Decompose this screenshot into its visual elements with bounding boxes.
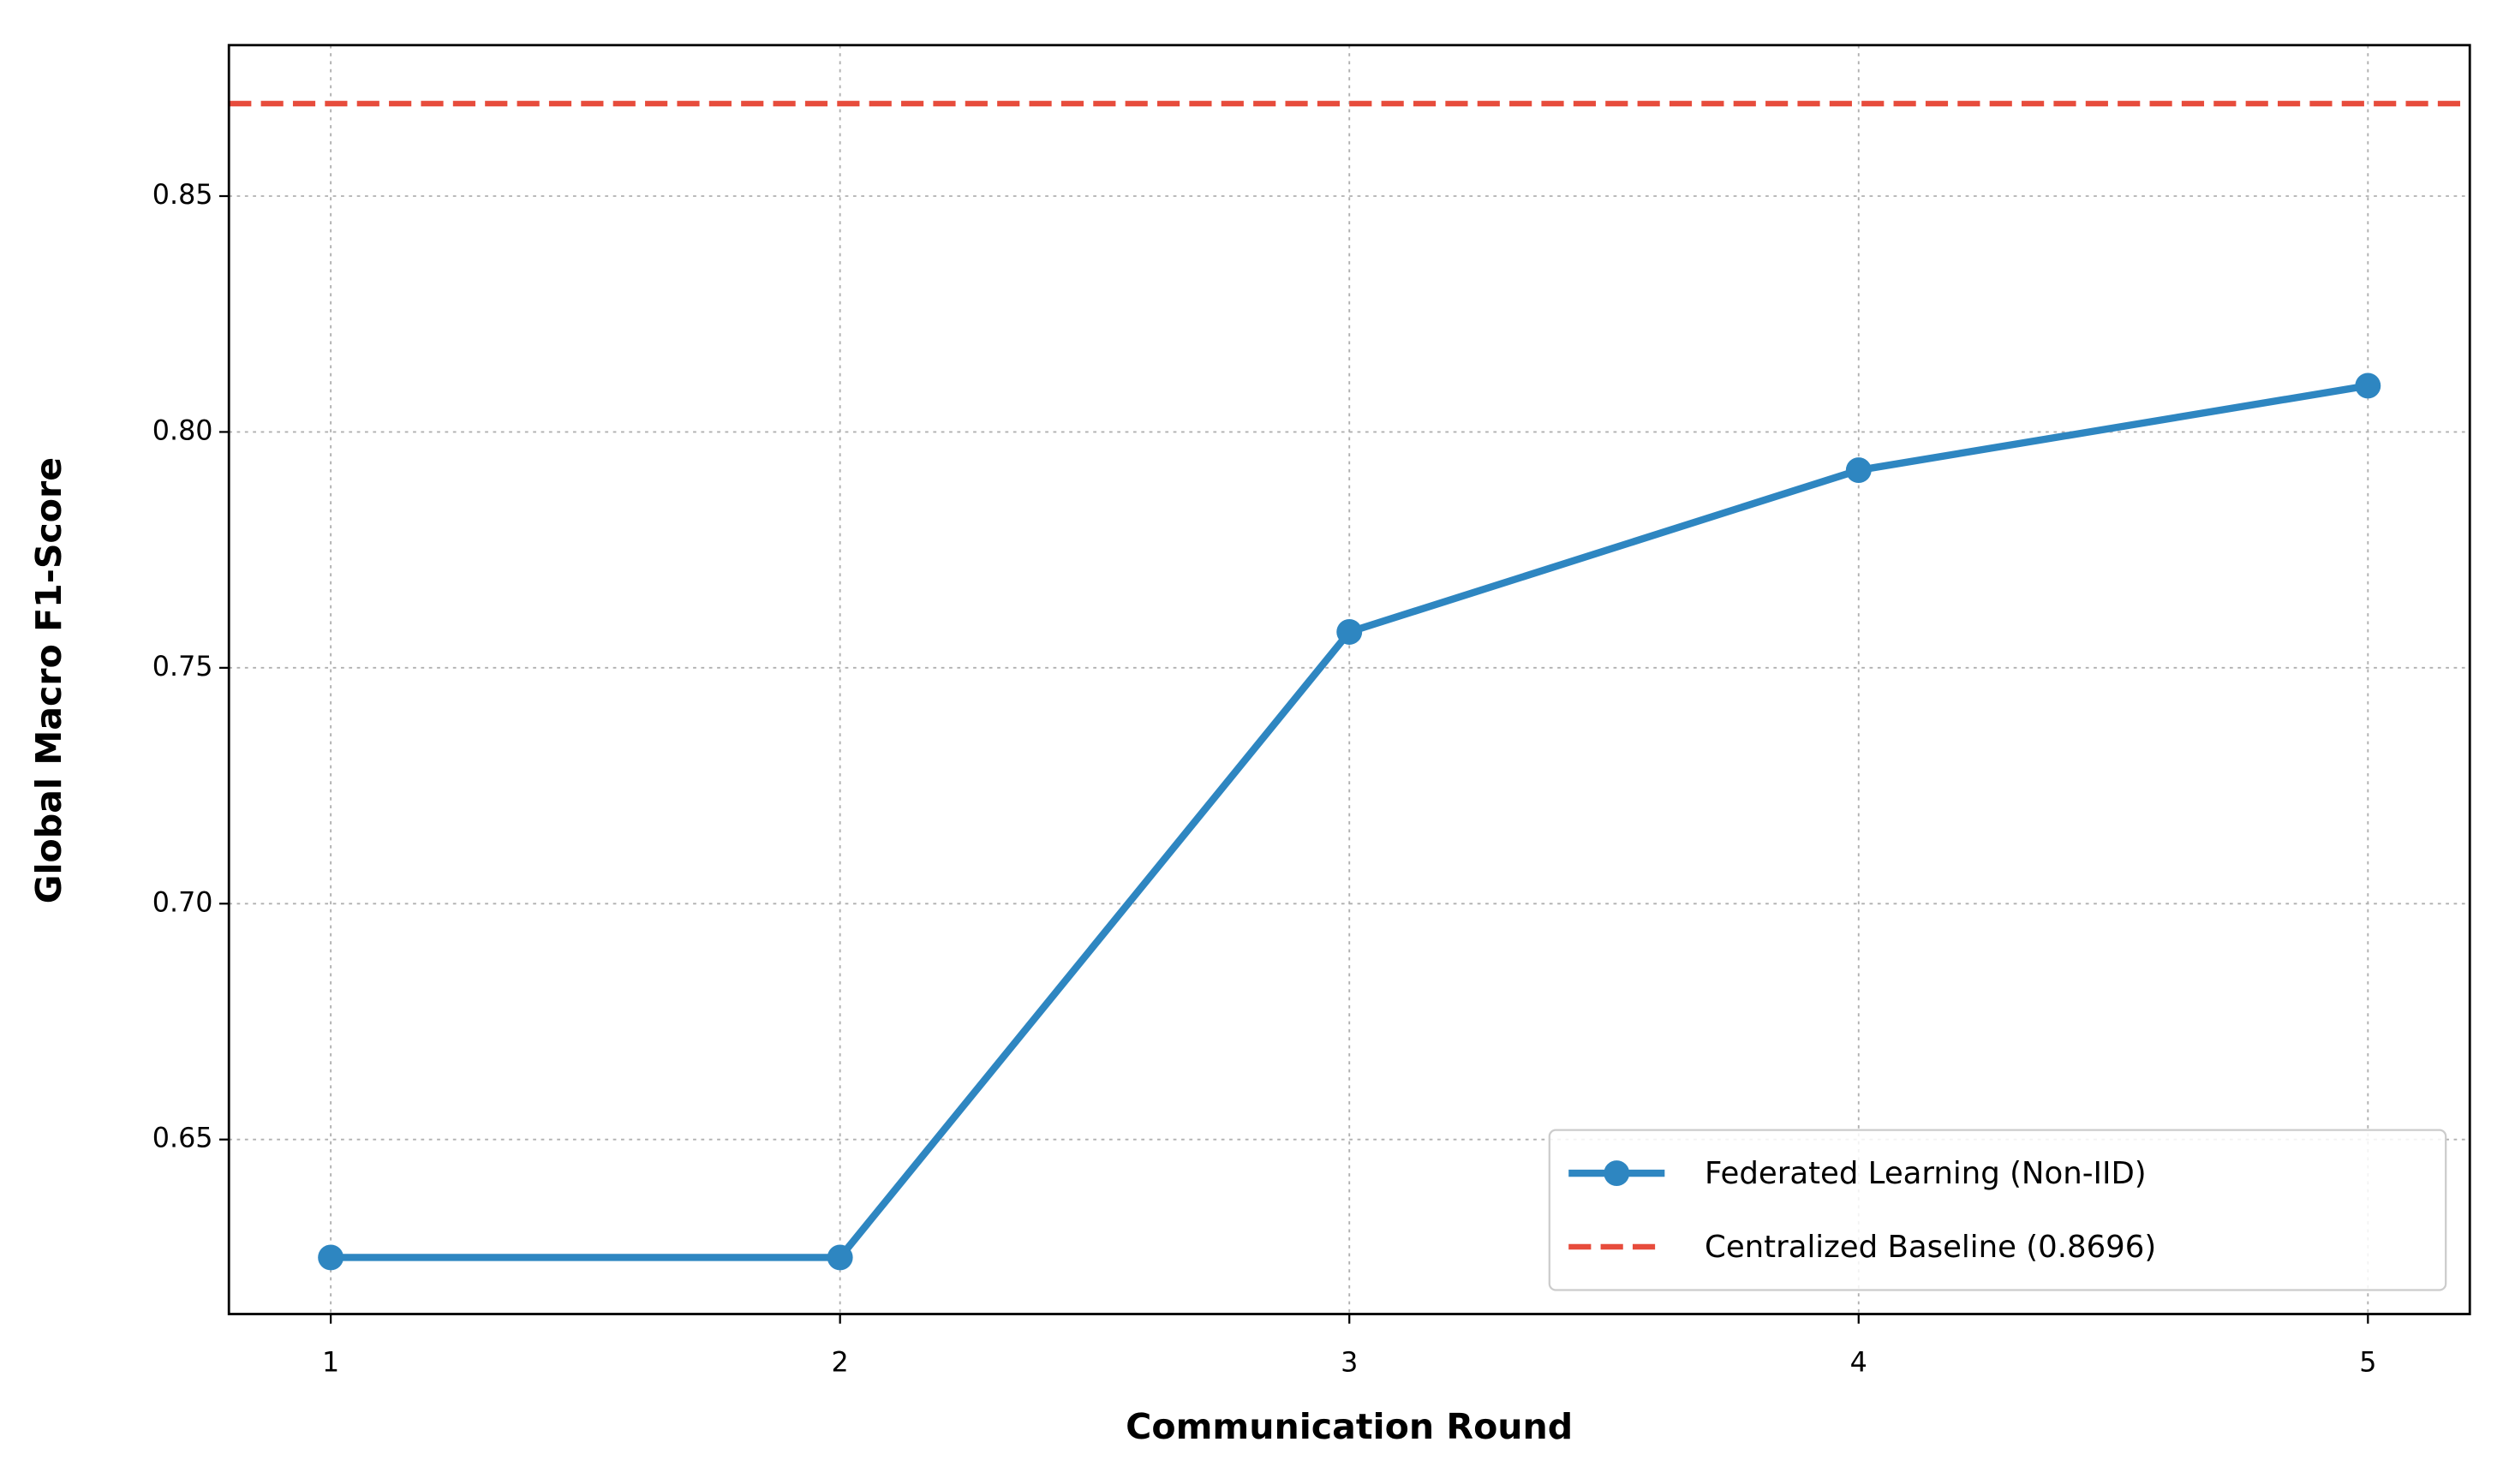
y-tick-label: 0.75: [152, 652, 213, 682]
data-point: [1845, 457, 1872, 483]
x-tick-label: 2: [832, 1347, 849, 1378]
legend-marker: [1604, 1160, 1630, 1187]
y-tick-label: 0.70: [152, 887, 213, 918]
data-point: [2355, 372, 2381, 399]
y-axis-label: Global Macro F1-Score: [28, 457, 69, 903]
y-tick-label: 0.65: [152, 1123, 213, 1154]
legend-box: [1548, 1129, 2447, 1291]
data-point: [318, 1244, 344, 1271]
legend: Federated Learning (Non-IID) Centralized …: [1548, 1129, 2447, 1291]
x-tick-label: 4: [1850, 1347, 1867, 1378]
x-tick-label: 5: [2359, 1347, 2376, 1378]
y-tick-label: 0.85: [152, 180, 213, 211]
legend-label: Federated Learning (Non-IID): [1705, 1156, 2147, 1191]
x-tick-label: 1: [322, 1347, 339, 1378]
y-tick-label: 0.80: [152, 415, 213, 446]
x-axis-label: Communication Round: [1126, 1406, 1573, 1447]
data-point: [1336, 619, 1363, 645]
data-point: [827, 1244, 853, 1271]
plot-frame: [227, 44, 2471, 1315]
legend-label: Centralized Baseline (0.8696): [1705, 1230, 2156, 1265]
x-tick-label: 3: [1341, 1347, 1358, 1378]
